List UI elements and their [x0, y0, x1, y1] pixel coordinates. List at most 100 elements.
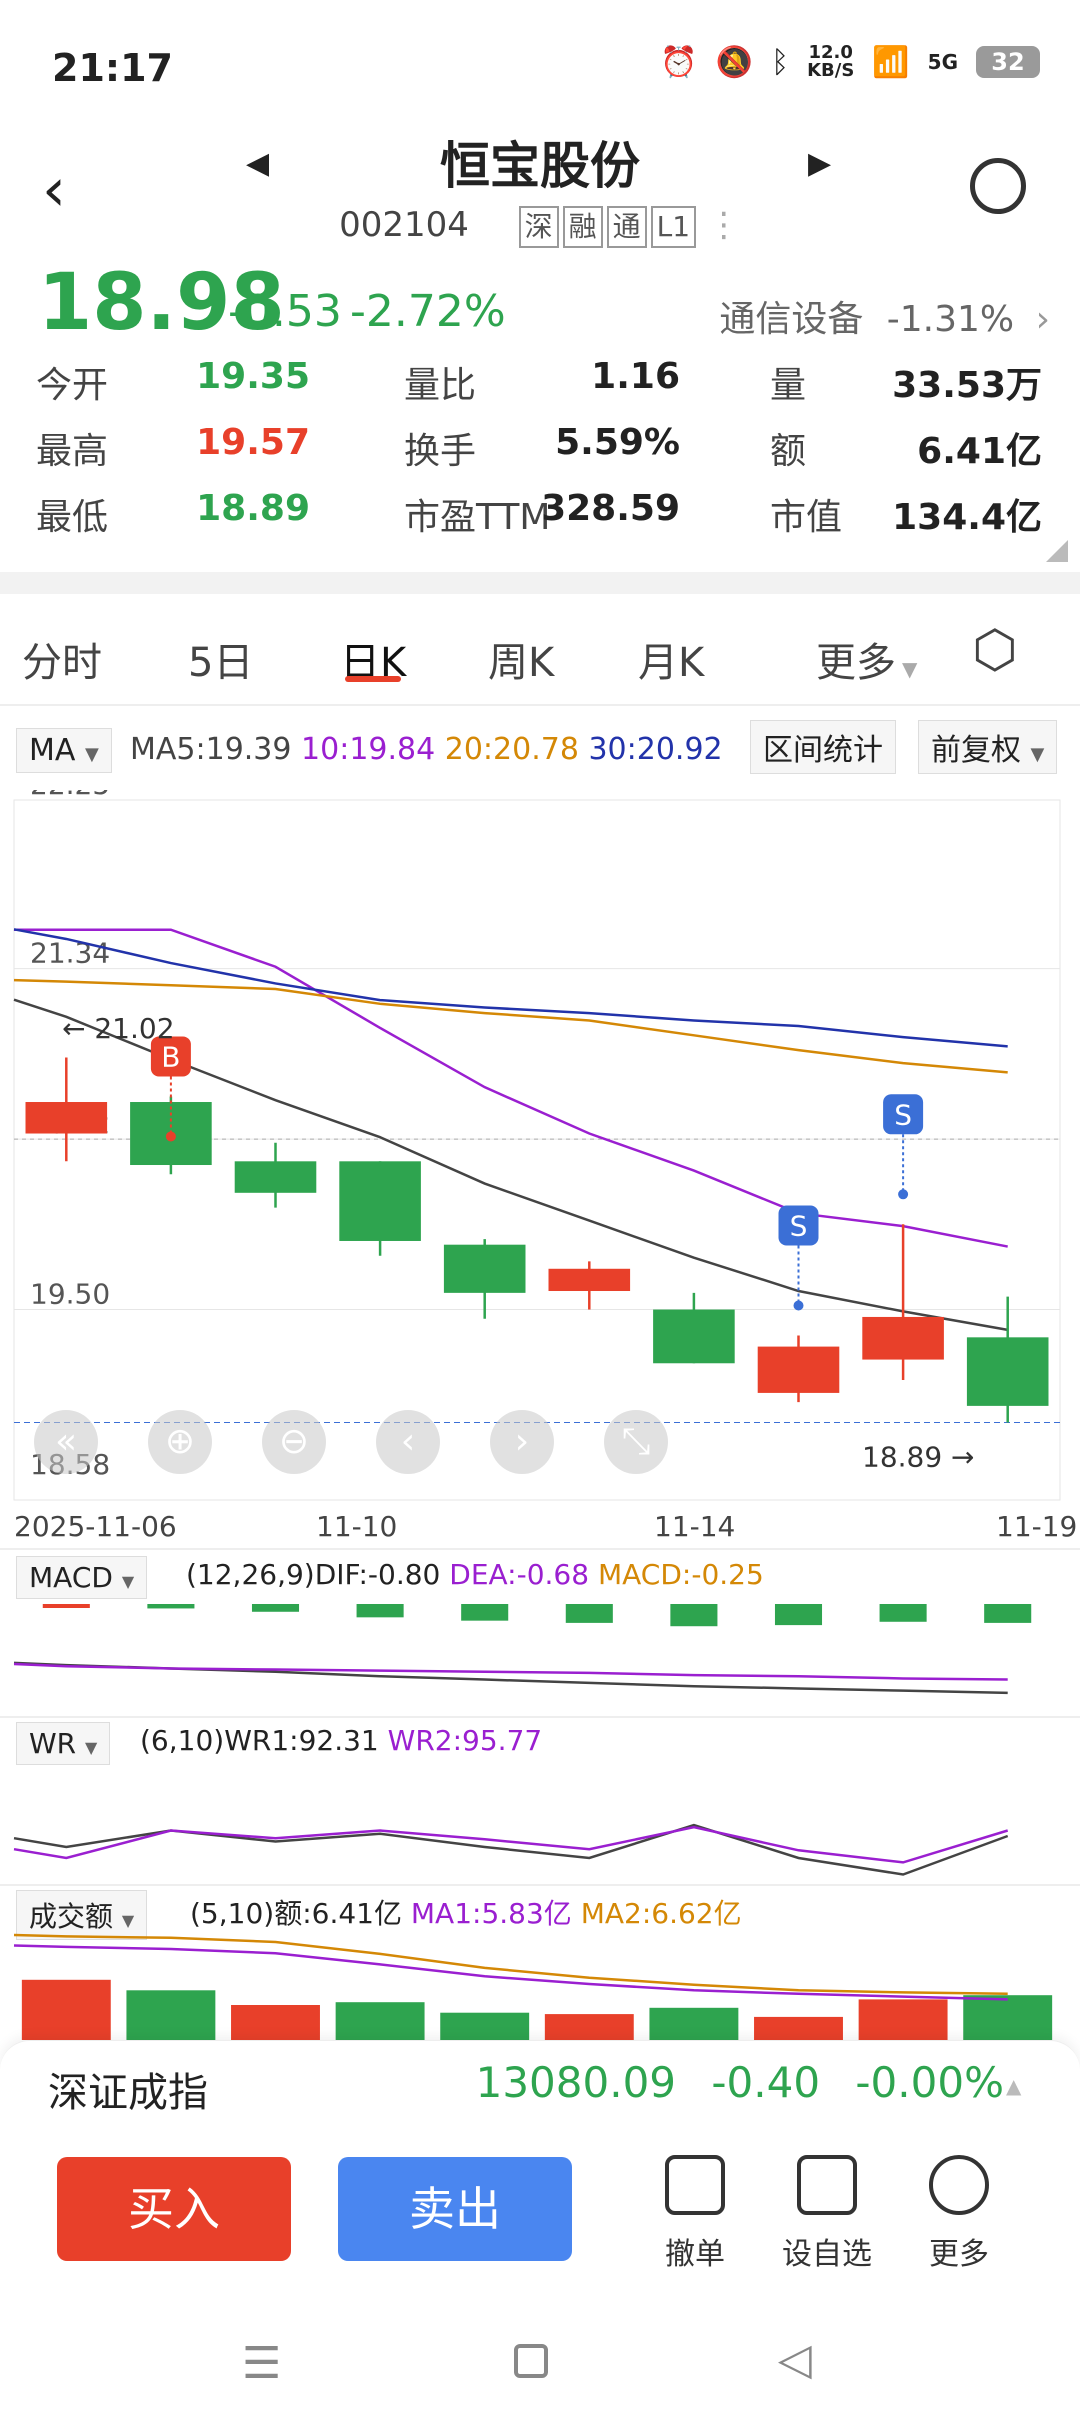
system-nav-bar: ☰ ◁	[0, 2300, 1080, 2412]
quote-label: 最高	[36, 431, 109, 472]
wr-chart[interactable]	[0, 1760, 1080, 1882]
turnover-chart[interactable]	[0, 1920, 1080, 2040]
low-marker: 18.89 →	[862, 1441, 975, 1474]
turnover-selector[interactable]: 成交额 ▼	[16, 1890, 148, 1940]
signal-dot	[793, 1300, 804, 1311]
menu-icon[interactable]: ☰	[242, 2338, 282, 2389]
range-stats-button[interactable]: 区间统计	[750, 720, 896, 774]
macd-chart[interactable]	[0, 1594, 1080, 1714]
fullscreen-icon[interactable]: ⤡	[604, 1410, 668, 1474]
search-icon[interactable]	[970, 158, 1026, 214]
tab-monthly-k[interactable]: 月K	[638, 640, 705, 686]
tab-fenshi[interactable]: 分时	[22, 640, 102, 686]
plot-frame	[13, 799, 1061, 1501]
macd-bar	[565, 1604, 613, 1623]
scroll-right-icon[interactable]: ›	[490, 1410, 554, 1474]
cancel-order-button[interactable]: 撤单	[640, 2155, 750, 2273]
macd-bar	[147, 1604, 195, 1609]
signal-dot	[165, 1131, 176, 1142]
quote-label: 额	[770, 431, 807, 472]
alarm-icon: ⏰	[660, 44, 698, 80]
ma30-value: 30:20.92	[588, 732, 723, 767]
signal-label: S	[894, 1098, 912, 1131]
sell-button[interactable]: 卖出	[338, 2157, 572, 2261]
quote-label: 量比	[404, 365, 477, 406]
mute-icon: 🔕	[715, 44, 754, 80]
more-vertical-icon[interactable]: ⋮	[706, 205, 741, 245]
back-icon[interactable]: ‹	[42, 155, 66, 225]
macd-bar	[42, 1604, 90, 1608]
kline-chart[interactable]: 22.2521.3420.4219.5018.58BSS← 21.0218.89…	[0, 790, 1080, 1550]
y-axis-label: 22.25	[30, 790, 110, 801]
macd-selector[interactable]: MACD ▼	[16, 1556, 148, 1599]
status-icons: ⏰ 🔕 ᛒ 12.0 KB/S 📶 5G 32	[660, 44, 1040, 80]
candle-body	[862, 1316, 944, 1360]
macd-top-divider	[0, 1548, 1080, 1550]
candle-body	[234, 1161, 317, 1193]
stock-code-row: 002104 深融通 L1 ⋮	[0, 205, 1080, 248]
zoom-in-icon[interactable]: ⊕	[148, 1410, 212, 1474]
price-change: -0.53	[228, 286, 342, 337]
turnover-bar	[440, 2012, 530, 2040]
buy-button[interactable]: 买入	[57, 2157, 291, 2261]
more-actions-button[interactable]: 更多	[904, 2155, 1014, 2273]
more-dots-icon	[929, 2155, 989, 2215]
x-label-start: 2025-11-06	[14, 1510, 177, 1543]
tab-more[interactable]: 更多 ▼	[816, 640, 918, 686]
wr-selector[interactable]: WR ▼	[16, 1722, 111, 1765]
net-speed: 12.0 KB/S	[807, 42, 855, 81]
back-nav-icon[interactable]: ◁	[778, 2334, 812, 2385]
turnover-bar	[544, 2014, 634, 2040]
industry-link[interactable]: 通信设备 -1.31% ›	[719, 299, 1050, 340]
index-name[interactable]: 深证成指	[48, 2070, 208, 2116]
turnover-bar	[126, 1990, 216, 2040]
turnover-top-divider	[0, 1884, 1080, 1886]
active-tab-indicator	[345, 676, 401, 682]
turnover-legend: (5,10)额:6.41亿 MA1:5.83亿 MA2:6.62亿	[190, 1897, 742, 1930]
expand-up-icon[interactable]: ▲	[1006, 2074, 1022, 2098]
status-bar: 21:17 ⏰ 🔕 ᛒ 12.0 KB/S 📶 5G 32	[0, 0, 1080, 130]
settings-hexagon-icon[interactable]: ⬡	[972, 620, 1018, 680]
watchlist-gear-icon	[797, 2155, 857, 2215]
quote-label: 最低	[36, 497, 109, 538]
zoom-out-icon[interactable]: ⊖	[262, 1410, 326, 1474]
y-axis-label: 19.50	[30, 1278, 110, 1311]
ma-selector[interactable]: MA ▼	[16, 728, 112, 773]
next-stock-icon[interactable]: ▶	[808, 146, 832, 181]
section-divider	[0, 572, 1080, 594]
tab-weekly-k[interactable]: 周K	[488, 640, 555, 686]
ma-legend-row: MA ▼ MA5:19.39 10:19.84 20:20.78 30:20.9…	[0, 716, 1080, 776]
signal-label: S	[790, 1209, 808, 1242]
candle-body	[443, 1244, 526, 1293]
scroll-start-icon[interactable]: «	[34, 1410, 98, 1474]
tab-5day[interactable]: 5日	[188, 640, 254, 686]
macd-bar	[984, 1604, 1032, 1623]
expand-corner-icon[interactable]	[1046, 540, 1068, 562]
quote-value: 5.59%	[555, 422, 680, 463]
add-watchlist-button[interactable]: 设自选	[772, 2155, 882, 2273]
turnover-bar	[21, 1979, 111, 2040]
dropdown-icon: ▼	[121, 1911, 135, 1930]
undo-icon	[665, 2155, 725, 2215]
quote-value: 18.89	[196, 488, 310, 529]
chevron-right-icon: ›	[1035, 299, 1050, 340]
tag-rong: 融	[562, 206, 603, 248]
ma10-value: 10:19.84	[301, 732, 436, 767]
candle-body	[757, 1346, 840, 1393]
macd-bar	[251, 1604, 300, 1612]
ma-values: MA5:19.39 10:19.84 20:20.78 30:20.92	[130, 732, 723, 767]
quote-value: 19.57	[196, 422, 310, 463]
quote-label: 今开	[36, 365, 109, 406]
scroll-left-icon[interactable]: ‹	[376, 1410, 440, 1474]
period-tabs: 分时 5日 日K 周K 月K 更多 ▼ ⬡	[0, 600, 1080, 700]
turnover-ma1-line	[13, 1944, 1008, 2001]
quote-value: 19.35	[196, 356, 310, 397]
signal-dot	[898, 1189, 909, 1200]
prev-stock-icon[interactable]: ◀	[246, 146, 270, 181]
dea-line	[13, 1662, 1008, 1681]
turnover-bar	[963, 1995, 1053, 2040]
turnover-bar	[858, 1999, 948, 2040]
adjust-selector[interactable]: 前复权 ▼	[918, 720, 1058, 774]
stock-name: 恒宝股份	[440, 137, 640, 195]
home-icon[interactable]	[514, 2344, 548, 2378]
